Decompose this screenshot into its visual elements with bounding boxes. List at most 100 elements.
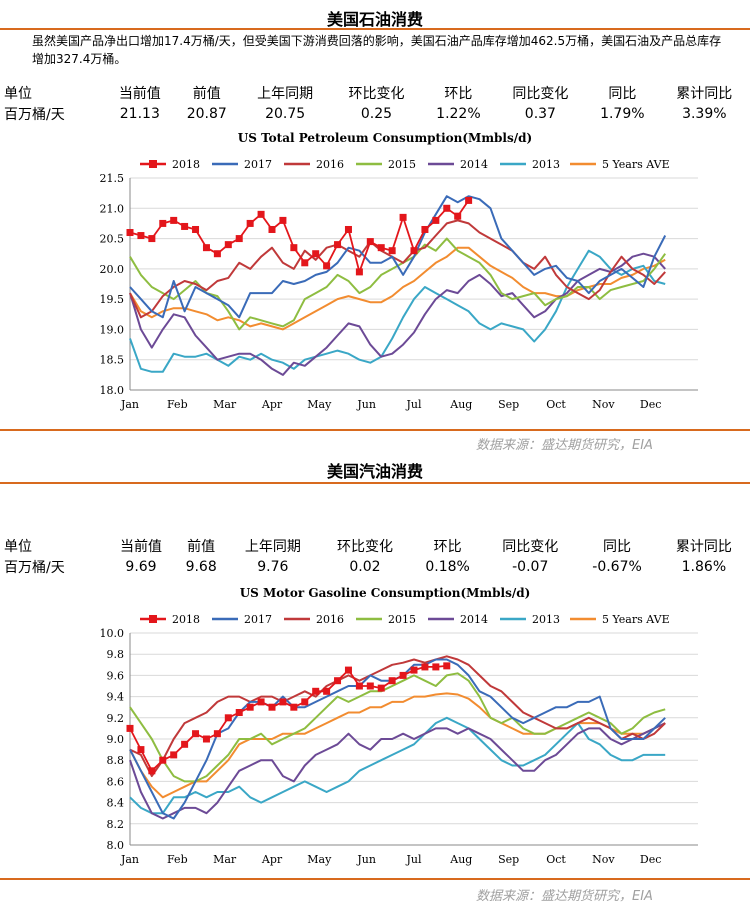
data-point xyxy=(421,225,429,233)
data-point xyxy=(410,247,418,255)
stats-header-cell: 前值 xyxy=(192,85,221,102)
series-line xyxy=(129,716,666,815)
series-line xyxy=(129,219,666,319)
y-tick-label: 10.0 xyxy=(100,627,125,640)
x-tick-label: Oct xyxy=(546,398,566,411)
stats-header-row: 单位 当前值 前值 上年同期 环比变化 环比 同比变化 同比 累计同比 xyxy=(0,82,750,103)
stats-header-cell: 单位 xyxy=(4,538,32,555)
stats-value-cell: 3.39% xyxy=(682,105,727,122)
section-title-petroleum: 美国石油消费 xyxy=(326,10,423,29)
legend-label: 2016 xyxy=(316,158,344,171)
data-point xyxy=(344,666,352,674)
stats-header-cell: 环比变化 xyxy=(348,85,405,102)
data-point xyxy=(137,232,145,240)
legend-label: 2014 xyxy=(460,158,488,171)
data-point xyxy=(279,698,287,706)
x-tick-label: Nov xyxy=(592,398,615,411)
stats-value-cell: 9.68 xyxy=(185,558,217,575)
x-tick-label: May xyxy=(307,853,332,866)
series-line xyxy=(129,722,666,820)
stats-header-cell: 环比变化 xyxy=(336,538,393,555)
series-line xyxy=(129,195,667,319)
stats-header-cell: 上年同期 xyxy=(244,538,301,555)
legend-marker xyxy=(149,160,157,168)
stats-header-cell: 当前值 xyxy=(118,85,161,102)
data-point xyxy=(377,244,385,252)
legend-label: 5 Years AVE xyxy=(602,158,670,171)
summary-text: 虽然美国产品净出口增加17.4万桶/天，但受美国下游消费回落的影响，美国石油产品… xyxy=(32,34,722,66)
stats-value-cell: 0.02 xyxy=(349,558,381,575)
stats-header-cell: 环比 xyxy=(444,85,473,102)
section-divider xyxy=(0,28,750,30)
stats-value-cell: 0.25 xyxy=(360,105,393,122)
legend-label: 2018 xyxy=(172,613,200,626)
data-point xyxy=(126,229,134,237)
data-point xyxy=(366,682,374,690)
x-tick-label: Aug xyxy=(449,853,472,866)
data-point xyxy=(170,751,178,759)
data-point xyxy=(432,663,440,671)
stats-value-cell: 9.76 xyxy=(257,558,289,575)
y-tick-label: 8.2 xyxy=(107,818,125,831)
data-point xyxy=(224,714,232,722)
data-point xyxy=(465,196,473,204)
x-tick-label: Dec xyxy=(640,853,662,866)
data-point xyxy=(301,698,309,706)
legend-label: 2015 xyxy=(388,613,416,626)
stats-header-cell: 前值 xyxy=(187,538,216,555)
data-point xyxy=(126,724,134,732)
data-point xyxy=(301,259,309,267)
x-tick-label: Feb xyxy=(167,398,188,411)
gasoline-chart: US Motor Gasoline Consumption(Mmbls/d) 8.… xyxy=(100,586,698,866)
y-tick-label: 8.0 xyxy=(107,839,125,852)
stats-value-cell: 9.69 xyxy=(125,558,157,575)
data-point xyxy=(334,677,342,685)
data-point xyxy=(202,735,210,743)
x-tick-label: Mar xyxy=(213,398,237,411)
y-tick-label: 9.0 xyxy=(107,733,125,746)
x-tick-label: Jul xyxy=(405,398,421,411)
stats-header-cell: 同比变化 xyxy=(512,85,569,102)
x-tick-label: Jun xyxy=(356,398,376,411)
data-point xyxy=(170,216,178,224)
data-point xyxy=(410,666,418,674)
x-tick-label: Feb xyxy=(167,853,188,866)
y-tick-label: 19.5 xyxy=(100,293,125,306)
y-tick-label: 9.6 xyxy=(107,669,125,682)
y-tick-label: 20.5 xyxy=(100,233,125,246)
y-tick-label: 9.8 xyxy=(107,648,125,661)
stats-value-cell: 1.79% xyxy=(600,105,645,122)
data-point xyxy=(290,244,298,252)
legend-label: 2017 xyxy=(244,613,272,626)
y-tick-label: 21.0 xyxy=(100,202,125,215)
y-tick-label: 9.2 xyxy=(107,712,125,725)
chart-title: US Motor Gasoline Consumption(Mmbls/d) xyxy=(240,586,531,600)
data-point xyxy=(192,225,200,233)
data-point xyxy=(148,767,156,775)
legend-label: 2015 xyxy=(388,158,416,171)
data-point xyxy=(257,210,265,218)
legend-label: 2014 xyxy=(460,613,488,626)
data-point xyxy=(388,247,396,255)
stats-header-cell: 上年同期 xyxy=(257,85,314,102)
legend-label: 2016 xyxy=(316,613,344,626)
section-divider xyxy=(0,482,750,484)
x-tick-label: Jul xyxy=(405,853,421,866)
legend-label: 2013 xyxy=(532,158,560,171)
data-point xyxy=(290,703,298,711)
stats-header-cell: 同比 xyxy=(608,85,637,102)
data-point xyxy=(268,225,276,233)
data-point xyxy=(213,250,221,258)
y-tick-label: 8.6 xyxy=(107,775,125,788)
stats-value-cell: -0.67% xyxy=(592,558,642,575)
data-point xyxy=(421,663,429,671)
data-point xyxy=(443,204,451,212)
y-tick-label: 8.8 xyxy=(107,754,125,767)
stats-header-cell: 同比变化 xyxy=(502,538,559,555)
data-point xyxy=(355,268,363,276)
data-point xyxy=(246,219,254,227)
x-tick-label: May xyxy=(307,398,332,411)
legend-marker xyxy=(149,615,157,623)
stats-value-cell: 1.22% xyxy=(436,105,481,122)
legend-label: 5 Years AVE xyxy=(602,613,670,626)
